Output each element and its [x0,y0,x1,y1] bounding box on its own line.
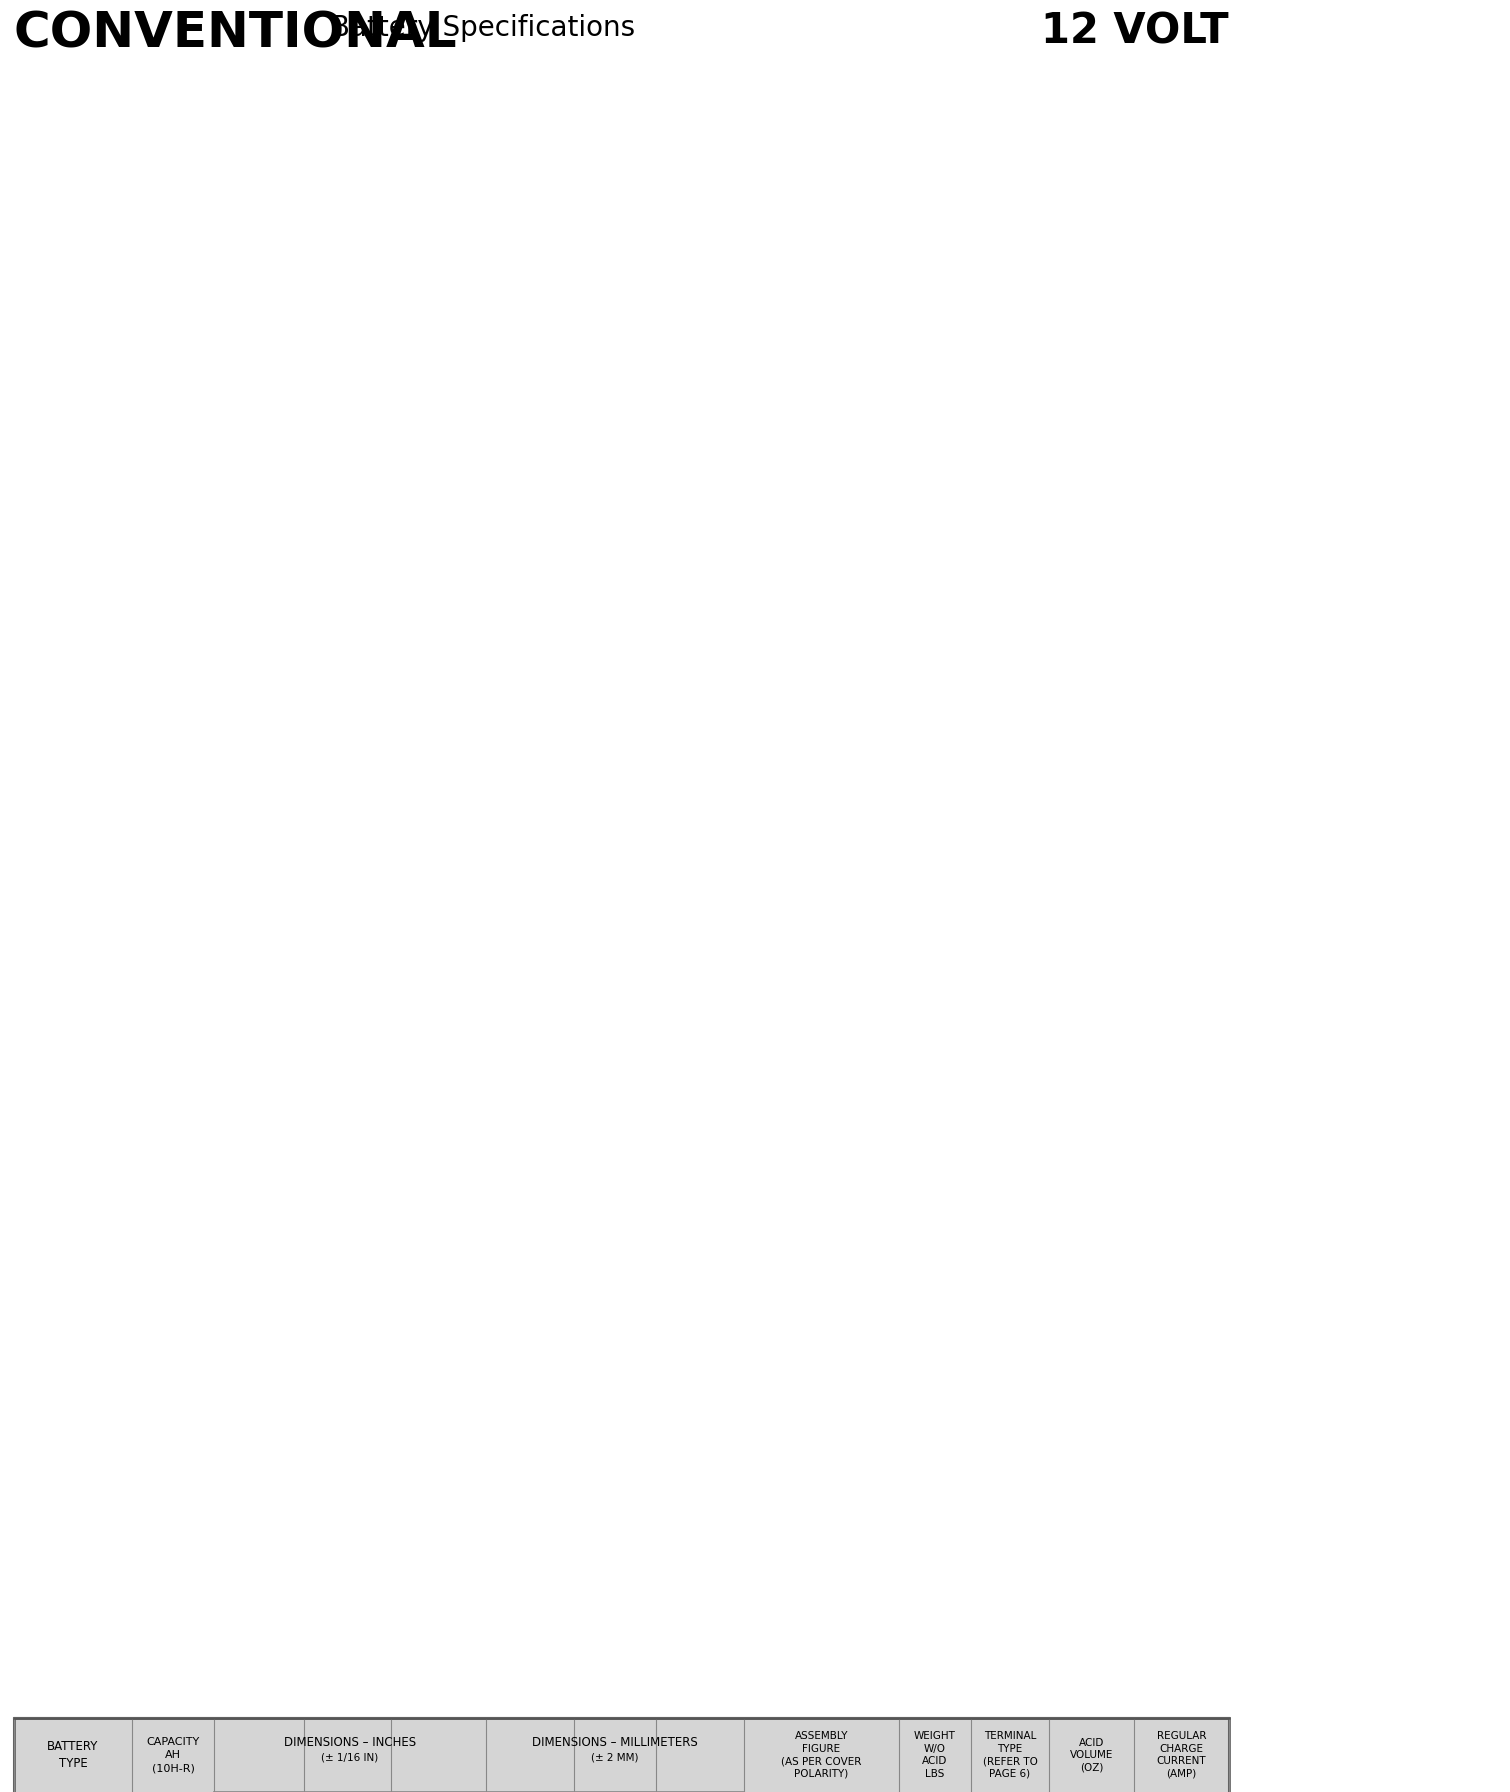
Text: (± 2 MM): (± 2 MM) [592,1753,639,1762]
Text: DIMENSIONS – INCHES: DIMENSIONS – INCHES [284,1736,417,1749]
Text: ASSEMBLY
FIGURE
(AS PER COVER
POLARITY): ASSEMBLY FIGURE (AS PER COVER POLARITY) [781,1731,862,1779]
Bar [14,1719,1229,1792]
Text: DIMENSIONS – MILLIMETERS: DIMENSIONS – MILLIMETERS [532,1736,698,1749]
Text: (± 1/16 IN): (± 1/16 IN) [322,1753,379,1762]
Text: CAPACITY
AH
(10H-R): CAPACITY AH (10H-R) [146,1736,199,1774]
Text: 12 VOLT: 12 VOLT [1042,11,1229,52]
Text: BATTERY
TYPE: BATTERY TYPE [47,1740,98,1770]
Bar [14,1719,1229,1792]
Text: Battery Specifications: Battery Specifications [322,14,636,41]
Text: ACID
VOLUME
(OZ): ACID VOLUME (OZ) [1069,1738,1113,1772]
Text: TERMINAL
TYPE
(REFER TO
PAGE 6): TERMINAL TYPE (REFER TO PAGE 6) [983,1731,1037,1779]
Text: WEIGHT
W/O
ACID
LBS: WEIGHT W/O ACID LBS [914,1731,956,1779]
Text: REGULAR
CHARGE
CURRENT
(AMP): REGULAR CHARGE CURRENT (AMP) [1157,1731,1206,1779]
Bar [14,1719,1229,1792]
Text: CONVENTIONAL: CONVENTIONAL [14,11,458,57]
